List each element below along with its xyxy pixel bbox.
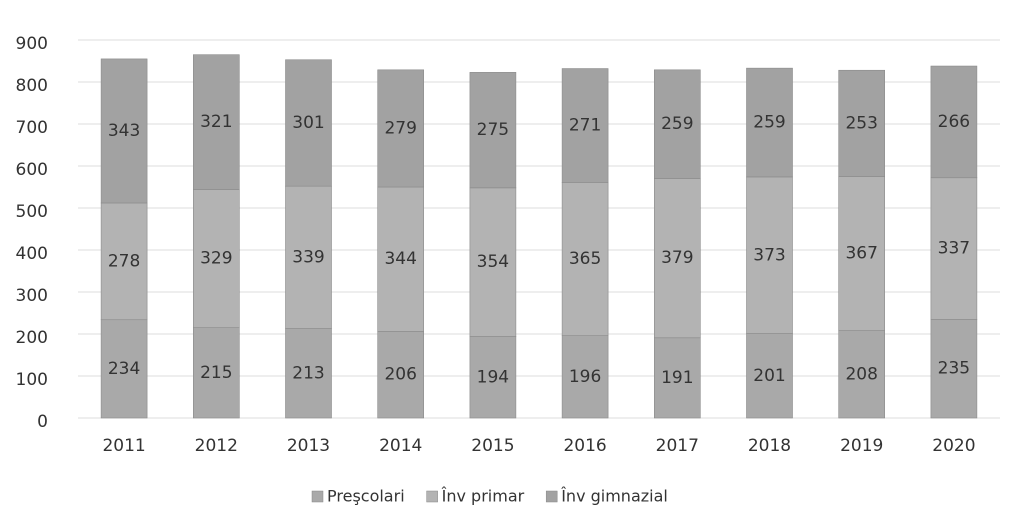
y-tick-label: 500 (16, 202, 48, 222)
data-label: 196 (569, 367, 601, 387)
data-label: 259 (661, 114, 693, 134)
legend-swatch (545, 490, 558, 503)
data-label: 271 (569, 115, 601, 135)
x-tick-label: 2016 (563, 436, 606, 456)
legend-label: Preşcolari (327, 487, 405, 506)
bar-segment (746, 176, 793, 334)
data-label: 235 (938, 359, 970, 379)
bar-segment (469, 72, 517, 189)
bar-segment (285, 185, 332, 329)
data-label: 234 (108, 359, 140, 379)
bar-segment (193, 54, 240, 190)
bar-segment (561, 182, 609, 336)
bar-segment (377, 186, 425, 332)
data-label: 337 (938, 239, 970, 259)
x-tick-label: 2017 (656, 436, 699, 456)
y-tick-label: 900 (16, 34, 48, 54)
data-label: 301 (292, 113, 324, 133)
bar-segment (469, 336, 517, 419)
bar-segment (746, 67, 793, 178)
bar-segment (285, 59, 332, 187)
x-tick-label: 2012 (195, 436, 238, 456)
bar-segment (746, 333, 793, 419)
x-tick-label: 2018 (748, 436, 791, 456)
x-tick-label: 2013 (287, 436, 330, 456)
data-label: 215 (200, 363, 232, 383)
legend-swatch (311, 490, 324, 503)
data-label: 279 (384, 118, 416, 138)
bar-segment (100, 202, 148, 321)
data-label: 194 (477, 367, 509, 387)
x-tick-label: 2011 (102, 436, 145, 456)
bar-segment (653, 178, 701, 339)
y-tick-label: 700 (16, 118, 48, 138)
x-tick-label: 2020 (932, 436, 975, 456)
data-label: 253 (845, 113, 877, 133)
x-tick-label: 2019 (840, 436, 883, 456)
legend-label: Înv primar (441, 487, 525, 506)
bar-segment (377, 331, 425, 419)
bar-segment (930, 318, 978, 419)
bar-segment (561, 335, 609, 419)
bar-segment (838, 69, 886, 177)
data-label: 367 (845, 244, 877, 264)
bar-segment (838, 176, 886, 331)
data-label: 206 (384, 365, 416, 385)
bar-segment (377, 69, 425, 188)
data-label: 321 (200, 112, 232, 132)
x-tick-label: 2014 (379, 436, 422, 456)
bar-segment (653, 69, 701, 179)
data-label: 379 (661, 248, 693, 268)
bar-segment (193, 189, 240, 328)
legend-swatch (426, 490, 438, 503)
data-label: 365 (569, 249, 601, 269)
data-label: 275 (477, 120, 509, 140)
data-label: 208 (845, 364, 877, 384)
data-label: 201 (753, 366, 785, 386)
bar-segment (838, 330, 886, 419)
data-label: 191 (661, 368, 693, 388)
legend-label: Înv gimnazial (560, 487, 668, 506)
y-tick-label: 100 (16, 370, 48, 390)
y-tick-label: 200 (16, 328, 48, 348)
y-tick-label: 800 (16, 76, 48, 96)
data-label: 266 (938, 112, 970, 132)
y-tick-label: 600 (16, 160, 48, 180)
data-label: 278 (108, 251, 140, 271)
y-tick-label: 400 (16, 244, 48, 264)
y-tick-label: 0 (37, 412, 48, 432)
bar-segment (561, 68, 609, 183)
bar-segment (930, 177, 978, 320)
data-label: 329 (200, 249, 232, 269)
data-label: 344 (384, 249, 416, 269)
bar-segment (285, 328, 332, 419)
data-label: 259 (753, 113, 785, 133)
data-label: 373 (753, 245, 785, 265)
data-label: 213 (292, 363, 324, 383)
bar-segment (193, 327, 240, 419)
data-label: 343 (108, 121, 140, 141)
data-label: 354 (477, 252, 509, 272)
bar-segment (930, 65, 978, 179)
data-label: 339 (292, 247, 324, 267)
x-tick-label: 2015 (471, 436, 514, 456)
y-tick-label: 300 (16, 286, 48, 306)
bar-segment (100, 58, 148, 204)
